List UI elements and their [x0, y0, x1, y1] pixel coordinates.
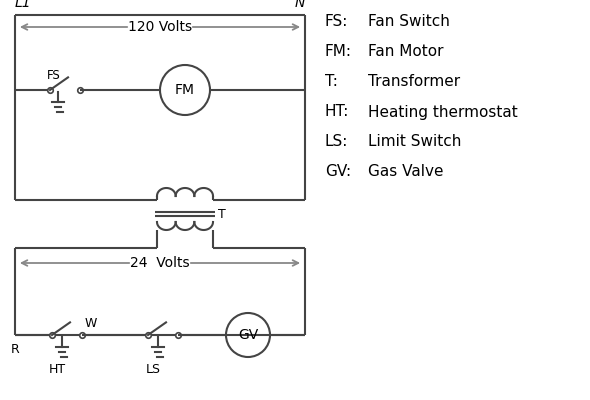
Text: N: N	[294, 0, 305, 10]
Text: HT: HT	[48, 363, 65, 376]
Text: Gas Valve: Gas Valve	[368, 164, 444, 180]
Text: FM:: FM:	[325, 44, 352, 60]
Text: Heating thermostat: Heating thermostat	[368, 104, 518, 120]
Text: Limit Switch: Limit Switch	[368, 134, 461, 150]
Text: L1: L1	[15, 0, 32, 10]
Text: LS: LS	[146, 363, 160, 376]
Text: FS: FS	[47, 69, 61, 82]
Text: GV:: GV:	[325, 164, 351, 180]
Text: R: R	[11, 343, 19, 356]
Text: T:: T:	[325, 74, 338, 90]
Text: 120 Volts: 120 Volts	[128, 20, 192, 34]
Text: Fan Switch: Fan Switch	[368, 14, 450, 30]
Text: FM: FM	[175, 83, 195, 97]
Text: HT:: HT:	[325, 104, 349, 120]
Text: GV: GV	[238, 328, 258, 342]
Text: Fan Motor: Fan Motor	[368, 44, 444, 60]
Text: LS:: LS:	[325, 134, 348, 150]
Text: T: T	[218, 208, 226, 220]
Text: W: W	[85, 317, 97, 330]
Text: 24  Volts: 24 Volts	[130, 256, 190, 270]
Text: Transformer: Transformer	[368, 74, 460, 90]
Text: FS:: FS:	[325, 14, 348, 30]
